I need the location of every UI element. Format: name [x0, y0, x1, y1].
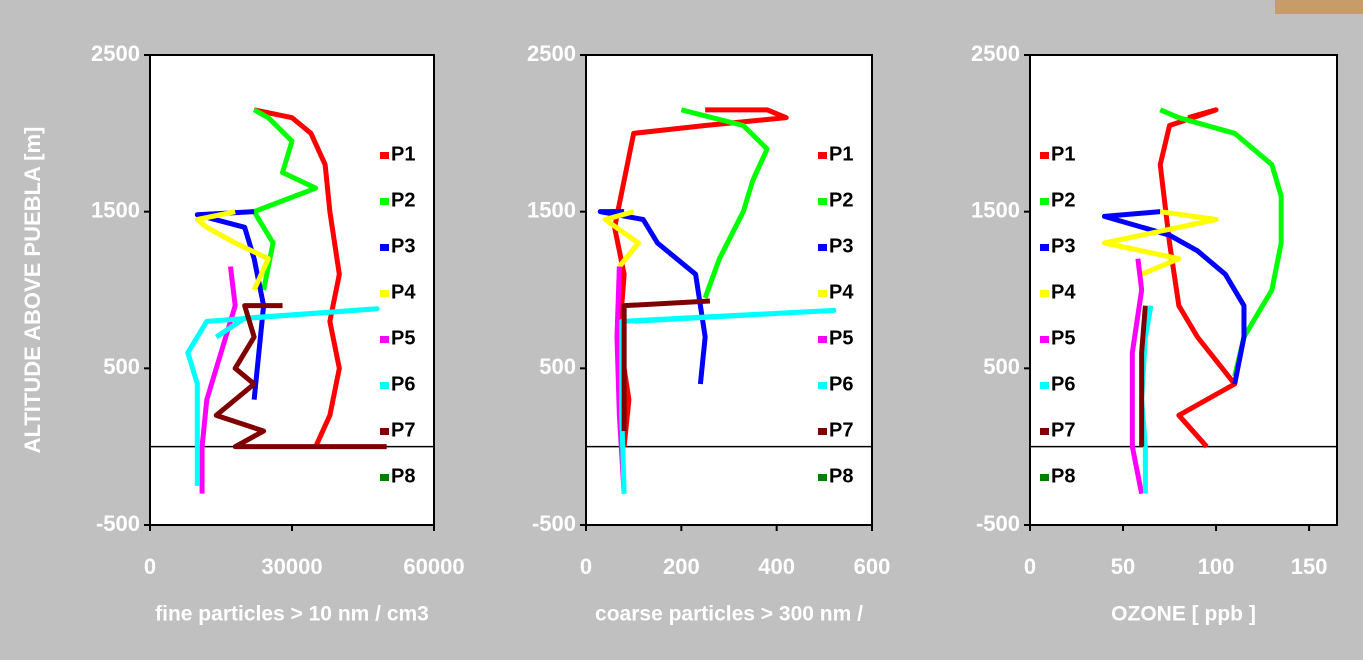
corner-image — [1275, 0, 1363, 14]
y-tick-label: 1500 — [91, 197, 140, 222]
y-tick-label: 500 — [103, 354, 140, 379]
profile-line — [597, 209, 708, 385]
legend-label: P8 — [829, 465, 853, 487]
legend-swatch — [1040, 336, 1049, 343]
profile-line — [1101, 209, 1219, 277]
legend-label: P5 — [829, 327, 853, 349]
profile-line — [199, 266, 238, 494]
legend-swatch — [380, 244, 389, 251]
y-tick-label: -500 — [532, 511, 576, 536]
x-tick-label: 150 — [1291, 554, 1328, 579]
legend-label: P1 — [1051, 143, 1075, 165]
legend-swatch — [1040, 198, 1049, 205]
legend-swatch — [818, 428, 827, 435]
legend-swatch — [818, 152, 827, 159]
x-tick-label: 600 — [854, 554, 891, 579]
x-tick-label: 0 — [580, 554, 592, 579]
profile-line — [1129, 258, 1145, 495]
legend-swatch — [1040, 244, 1049, 251]
profile-line — [1159, 107, 1284, 377]
y-axis-title: ALTITUDE ABOVE PUEBLA [m] — [20, 127, 45, 454]
legend-label: P7 — [391, 419, 415, 441]
profile-line — [194, 209, 271, 292]
x-tick-label: 60000 — [403, 554, 464, 579]
legend-label: P3 — [829, 235, 853, 257]
legend-label: P1 — [829, 143, 853, 165]
y-tick-label: 2500 — [971, 41, 1020, 66]
x-axis-title: OZONE [ ppb ] — [1111, 603, 1256, 626]
legend-swatch — [380, 382, 389, 389]
profile-line — [185, 306, 380, 486]
legend-swatch — [818, 198, 827, 205]
profile-line — [602, 209, 641, 269]
legend-label: P6 — [391, 373, 415, 395]
x-tick-label: 100 — [1198, 554, 1235, 579]
legend-swatch — [380, 152, 389, 159]
profile-line — [251, 107, 319, 291]
legend-swatch — [380, 336, 389, 343]
legend-label: P3 — [391, 235, 415, 257]
legend-swatch — [1040, 152, 1049, 159]
legend-swatch — [818, 244, 827, 251]
y-tick-label: 2500 — [527, 41, 576, 66]
profile-line — [1101, 209, 1247, 385]
legend-label: P6 — [1051, 373, 1075, 395]
legend-label: P8 — [391, 465, 415, 487]
legend-label: P8 — [1051, 465, 1075, 487]
legend-swatch — [818, 474, 827, 481]
profile-line — [621, 298, 711, 431]
legend-label: P4 — [391, 281, 416, 303]
legend-label: P1 — [391, 143, 415, 165]
legend-label: P7 — [1051, 419, 1075, 441]
x-tick-label: 400 — [758, 554, 795, 579]
y-tick-label: 500 — [539, 354, 576, 379]
legend-swatch — [380, 474, 389, 481]
legend-swatch — [380, 198, 389, 205]
x-tick-label: 0 — [144, 554, 156, 579]
legend-label: P5 — [1051, 327, 1075, 349]
legend-label: P3 — [1051, 235, 1075, 257]
legend-swatch — [1040, 382, 1049, 389]
x-tick-label: 200 — [663, 554, 700, 579]
legend-swatch — [1040, 290, 1049, 297]
x-axis-title: fine particles > 10 nm / cm3 — [155, 603, 429, 626]
legend-swatch — [818, 336, 827, 343]
legend-label: P7 — [829, 419, 853, 441]
legend-swatch — [1040, 474, 1049, 481]
y-tick-label: 500 — [983, 354, 1020, 379]
x-axis-title: coarse particles > 300 nm / — [595, 603, 863, 626]
legend-label: P2 — [391, 189, 415, 211]
y-tick-label: 1500 — [527, 197, 576, 222]
y-tick-label: 1500 — [971, 197, 1020, 222]
plot-area — [1029, 54, 1338, 526]
profile-line — [194, 209, 267, 400]
x-tick-label: 0 — [1024, 554, 1036, 579]
profile-line — [1139, 305, 1148, 447]
legend-label: P4 — [829, 281, 854, 303]
legend-swatch — [818, 382, 827, 389]
profile-line — [680, 107, 770, 299]
y-tick-label: 2500 — [91, 41, 140, 66]
x-tick-label: 30000 — [261, 554, 322, 579]
legend-label: P2 — [829, 189, 853, 211]
legend-swatch — [380, 290, 389, 297]
legend-label: P4 — [1051, 281, 1076, 303]
x-tick-label: 50 — [1111, 554, 1135, 579]
legend-label: P2 — [1051, 189, 1075, 211]
profile-line — [253, 107, 342, 448]
y-tick-label: -500 — [976, 511, 1020, 536]
y-tick-label: -500 — [96, 511, 140, 536]
legend-swatch — [1040, 428, 1049, 435]
profile-line — [1157, 107, 1238, 449]
legend-swatch — [818, 290, 827, 297]
profile-line — [213, 303, 387, 450]
legend-swatch — [380, 428, 389, 435]
legend-label: P6 — [829, 373, 853, 395]
legend-label: P5 — [391, 327, 415, 349]
